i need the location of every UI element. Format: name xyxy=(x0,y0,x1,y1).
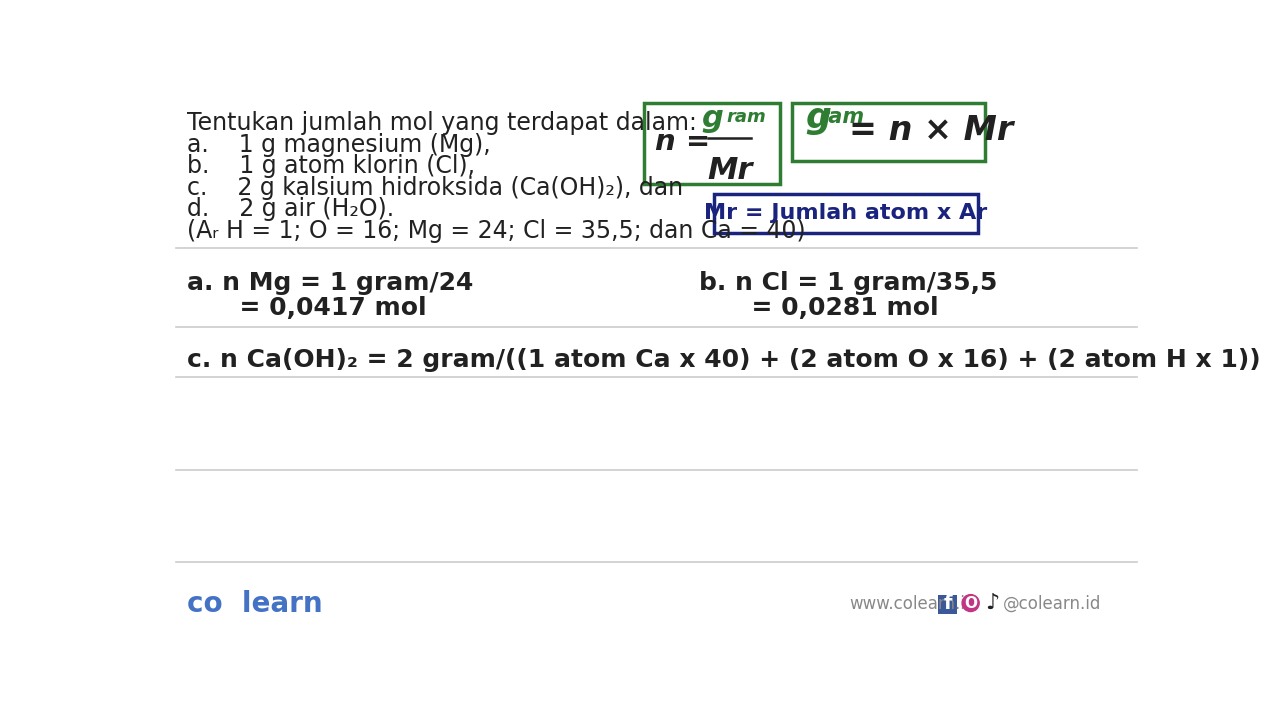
Text: ram: ram xyxy=(819,107,865,127)
Text: n =: n = xyxy=(655,128,710,156)
Text: a.    1 g magnesium (Mg),: a. 1 g magnesium (Mg), xyxy=(187,132,490,156)
Text: Mr: Mr xyxy=(707,156,753,185)
Text: www.colearn.id: www.colearn.id xyxy=(850,595,977,613)
Text: c.    2 g kalsium hidroksida (Ca(OH)₂), dan: c. 2 g kalsium hidroksida (Ca(OH)₂), dan xyxy=(187,176,684,199)
Text: c. n Ca(OH)₂ = 2 gram/((1 atom Ca x 40) + (2 atom O x 16) + (2 atom H x 1)): c. n Ca(OH)₂ = 2 gram/((1 atom Ca x 40) … xyxy=(187,348,1261,372)
Text: ♪: ♪ xyxy=(986,593,1000,613)
Text: ram: ram xyxy=(727,108,767,126)
Text: f: f xyxy=(943,593,951,613)
Text: = n × Mr: = n × Mr xyxy=(849,114,1014,147)
FancyBboxPatch shape xyxy=(791,104,986,161)
Text: d.    2 g air (H₂O).: d. 2 g air (H₂O). xyxy=(187,197,394,221)
Text: (Aᵣ H = 1; O = 16; Mg = 24; Cl = 35,5; dan Ca = 40): (Aᵣ H = 1; O = 16; Mg = 24; Cl = 35,5; d… xyxy=(187,219,805,243)
FancyBboxPatch shape xyxy=(938,595,956,614)
Text: a. n Mg = 1 gram/24: a. n Mg = 1 gram/24 xyxy=(187,271,474,295)
Text: g: g xyxy=(805,101,832,135)
Text: Tentukan jumlah mol yang terdapat dalam:: Tentukan jumlah mol yang terdapat dalam: xyxy=(187,111,698,135)
Text: O: O xyxy=(964,595,977,611)
Text: Mr = Jumlah atom x Ar: Mr = Jumlah atom x Ar xyxy=(704,204,987,223)
Text: @colearn.id: @colearn.id xyxy=(1002,595,1101,613)
Circle shape xyxy=(963,595,979,611)
Text: b.    1 g atom klorin (Cl),: b. 1 g atom klorin (Cl), xyxy=(187,154,475,178)
Text: co  learn: co learn xyxy=(187,590,323,618)
Text: = 0,0281 mol: = 0,0281 mol xyxy=(699,296,938,320)
Text: g: g xyxy=(701,104,723,132)
Text: b. n Cl = 1 gram/35,5: b. n Cl = 1 gram/35,5 xyxy=(699,271,997,295)
Text: = 0,0417 mol: = 0,0417 mol xyxy=(187,296,426,320)
FancyBboxPatch shape xyxy=(644,104,780,184)
FancyBboxPatch shape xyxy=(714,194,978,233)
